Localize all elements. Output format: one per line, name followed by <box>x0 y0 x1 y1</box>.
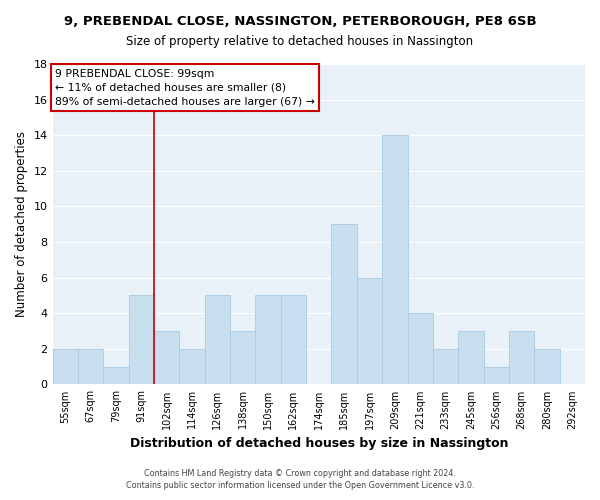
Bar <box>179 349 205 384</box>
Bar <box>281 296 306 384</box>
Bar <box>382 135 407 384</box>
Bar <box>509 331 534 384</box>
Bar <box>78 349 103 384</box>
Bar <box>256 296 281 384</box>
Bar <box>407 313 433 384</box>
Bar <box>205 296 230 384</box>
Bar <box>357 278 382 384</box>
Bar <box>103 366 128 384</box>
Text: 9, PREBENDAL CLOSE, NASSINGTON, PETERBOROUGH, PE8 6SB: 9, PREBENDAL CLOSE, NASSINGTON, PETERBOR… <box>64 15 536 28</box>
Bar <box>53 349 78 384</box>
Bar <box>230 331 256 384</box>
Bar <box>128 296 154 384</box>
Bar <box>433 349 458 384</box>
Bar <box>534 349 560 384</box>
Text: 9 PREBENDAL CLOSE: 99sqm
← 11% of detached houses are smaller (8)
89% of semi-de: 9 PREBENDAL CLOSE: 99sqm ← 11% of detach… <box>55 69 315 107</box>
Bar <box>484 366 509 384</box>
Y-axis label: Number of detached properties: Number of detached properties <box>15 131 28 317</box>
Bar <box>331 224 357 384</box>
Bar <box>458 331 484 384</box>
Bar <box>154 331 179 384</box>
Text: Contains HM Land Registry data © Crown copyright and database right 2024.
Contai: Contains HM Land Registry data © Crown c… <box>126 468 474 490</box>
Text: Size of property relative to detached houses in Nassington: Size of property relative to detached ho… <box>127 35 473 48</box>
X-axis label: Distribution of detached houses by size in Nassington: Distribution of detached houses by size … <box>130 437 508 450</box>
